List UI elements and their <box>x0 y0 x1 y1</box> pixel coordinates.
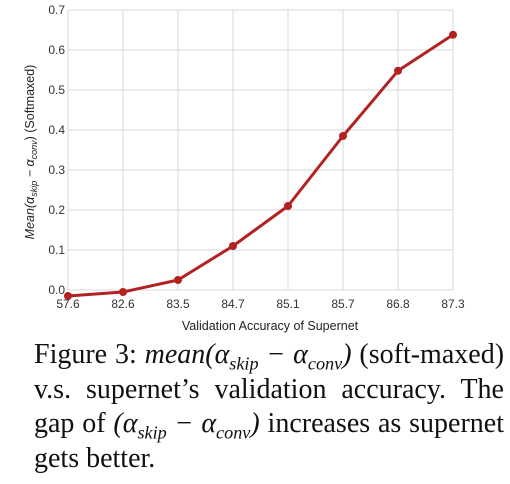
caption-math-mean: mean <box>144 339 206 370</box>
caption-text-1: (soft-maxed) v.s. supernet’s validation … <box>34 339 505 439</box>
x-tick-labels: 57.6 82.6 83.5 84.7 85.1 85.7 86.8 87.3 <box>56 297 465 311</box>
y-tick-label: 0.7 <box>48 3 65 17</box>
line-chart: 0.0 0.1 0.2 0.3 0.4 0.5 0.6 0.7 57.6 82.6 83.5 84.… <box>23 3 465 333</box>
y-tick-label: 0.0 <box>48 283 65 297</box>
y-tick-label: 0.5 <box>48 83 65 97</box>
figure-caption: Figure 3: mean(αskip − αconv) (soft-maxe… <box>34 338 504 476</box>
x-tick-label: 57.6 <box>56 297 80 311</box>
caption-text-2: increases as supernet gets better. <box>34 408 504 474</box>
y-tick-label: 0.6 <box>48 43 65 57</box>
data-point <box>394 66 402 75</box>
data-point <box>229 242 237 250</box>
x-axis-title: Validation Accuracy of Supernet <box>182 319 359 333</box>
data-points <box>64 30 457 300</box>
y-tick-label: 0.3 <box>48 163 65 177</box>
y-tick-label: 0.2 <box>48 203 65 217</box>
x-tick-label: 84.7 <box>221 297 245 311</box>
caption-math-minus: − α <box>258 339 308 370</box>
x-tick-label: 83.5 <box>166 297 190 311</box>
data-point <box>339 132 347 140</box>
caption-sub2-conv: conv <box>216 422 251 443</box>
caption-sub-conv: conv <box>307 353 343 374</box>
caption-math2-open: (α <box>113 408 138 439</box>
chart-grid <box>67 9 454 291</box>
x-tick-label: 82.6 <box>111 297 135 311</box>
x-tick-label: 85.1 <box>276 297 300 311</box>
x-tick-label: 86.8 <box>386 297 410 311</box>
caption-label: Figure 3: <box>34 339 137 370</box>
y-tick-labels: 0.0 0.1 0.2 0.3 0.4 0.5 0.6 0.7 <box>48 3 65 297</box>
caption-math2-minus: − α <box>166 408 217 439</box>
caption-math-open: (α <box>205 339 230 370</box>
y-axis-title: Mean(αskip − αconv) (Softmaxed) <box>23 65 39 240</box>
series-line <box>67 33 454 298</box>
caption-math2-close: ) <box>250 408 260 439</box>
data-point <box>64 292 72 300</box>
caption-math-close: ) <box>342 339 352 370</box>
data-point <box>119 288 127 296</box>
data-point <box>449 30 457 39</box>
data-point <box>174 276 182 284</box>
caption-sub-skip: skip <box>229 353 259 374</box>
y-tick-label: 0.1 <box>48 243 65 257</box>
caption-sub2-skip: skip <box>137 422 167 443</box>
x-tick-label: 85.7 <box>331 297 355 311</box>
x-tick-label: 87.3 <box>441 297 465 311</box>
y-tick-label: 0.4 <box>48 123 65 137</box>
data-point <box>284 202 292 210</box>
